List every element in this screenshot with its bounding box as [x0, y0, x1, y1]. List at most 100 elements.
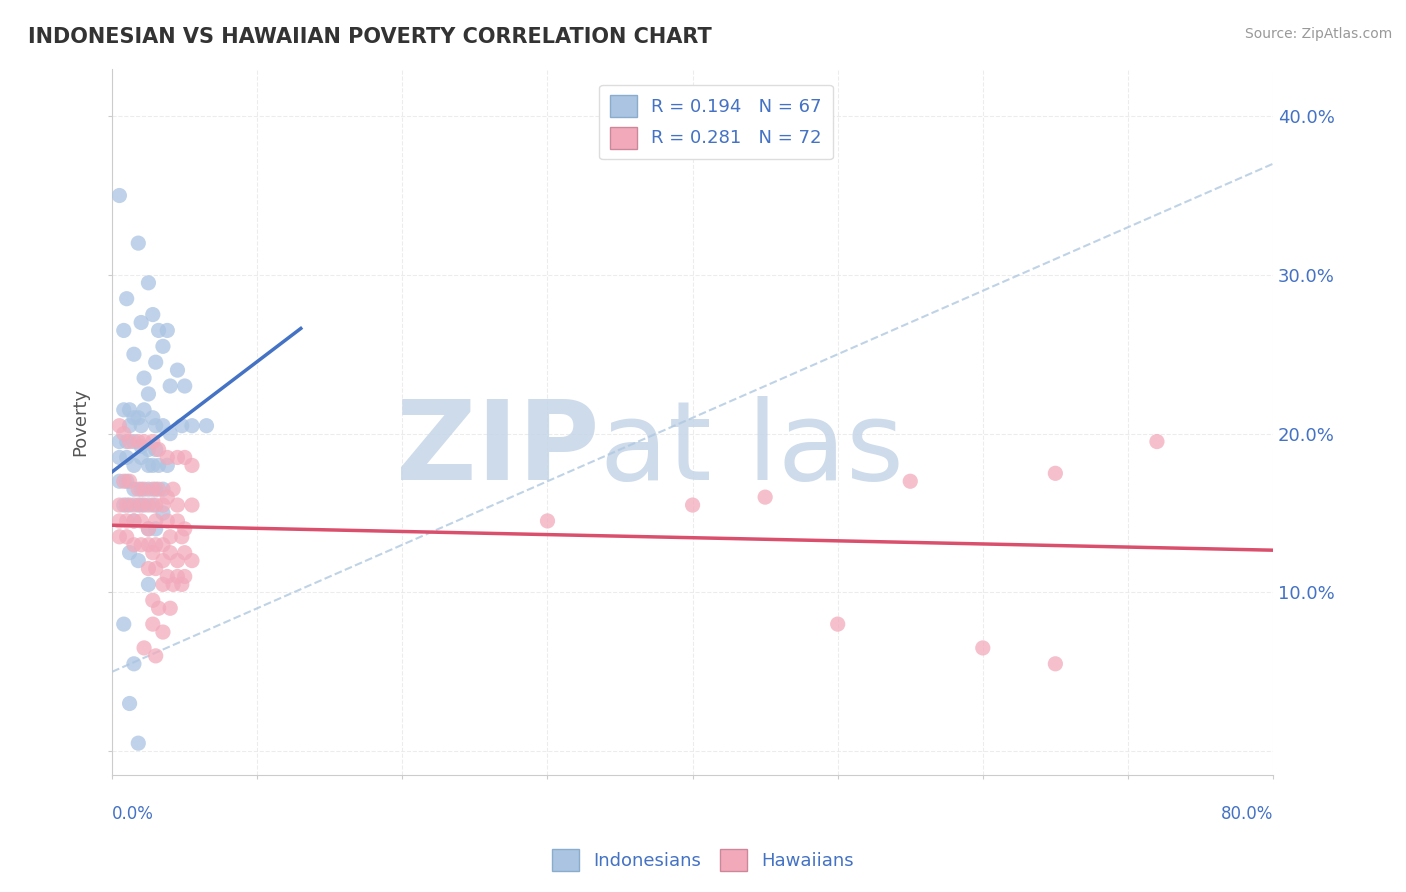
- Point: [148, 442, 170, 457]
- Point: [112, 475, 135, 489]
- Point: [159, 546, 181, 560]
- Point: [132, 482, 155, 496]
- Point: [108, 188, 131, 202]
- Point: [152, 498, 174, 512]
- Point: [173, 546, 195, 560]
- Point: [122, 514, 145, 528]
- Point: [195, 418, 218, 433]
- Point: [127, 434, 149, 449]
- Point: [122, 514, 145, 528]
- Point: [129, 538, 152, 552]
- Point: [129, 482, 152, 496]
- Point: [145, 561, 167, 575]
- Point: [148, 601, 170, 615]
- Point: [122, 347, 145, 361]
- Point: [129, 316, 152, 330]
- Point: [159, 379, 181, 393]
- Point: [129, 514, 152, 528]
- Point: [132, 640, 155, 655]
- Point: [156, 514, 179, 528]
- Point: [122, 482, 145, 496]
- Y-axis label: Poverty: Poverty: [72, 388, 89, 456]
- Point: [108, 434, 131, 449]
- Point: [127, 236, 149, 251]
- Point: [108, 475, 131, 489]
- Point: [142, 458, 165, 473]
- Text: INDONESIAN VS HAWAIIAN POVERTY CORRELATION CHART: INDONESIAN VS HAWAIIAN POVERTY CORRELATI…: [28, 27, 711, 46]
- Point: [127, 736, 149, 750]
- Point: [162, 577, 184, 591]
- Point: [145, 514, 167, 528]
- Point: [152, 553, 174, 567]
- Point: [112, 402, 135, 417]
- Point: [682, 498, 704, 512]
- Point: [1045, 657, 1067, 671]
- Text: 0.0%: 0.0%: [112, 805, 155, 823]
- Point: [115, 450, 138, 465]
- Point: [122, 657, 145, 671]
- Point: [138, 538, 160, 552]
- Point: [132, 371, 155, 385]
- Point: [138, 482, 160, 496]
- Point: [159, 601, 181, 615]
- Point: [118, 402, 141, 417]
- Point: [118, 546, 141, 560]
- Point: [1146, 434, 1168, 449]
- Text: 80.0%: 80.0%: [1220, 805, 1272, 823]
- Point: [129, 498, 152, 512]
- Point: [115, 514, 138, 528]
- Point: [156, 323, 179, 337]
- Point: [152, 506, 174, 520]
- Point: [166, 498, 188, 512]
- Text: at las: at las: [600, 396, 904, 503]
- Point: [108, 418, 131, 433]
- Point: [170, 577, 193, 591]
- Point: [181, 458, 204, 473]
- Point: [115, 475, 138, 489]
- Point: [159, 426, 181, 441]
- Point: [127, 498, 149, 512]
- Point: [152, 625, 174, 640]
- Point: [127, 553, 149, 567]
- Point: [145, 355, 167, 369]
- Point: [108, 514, 131, 528]
- Point: [108, 498, 131, 512]
- Point: [148, 458, 170, 473]
- Point: [166, 450, 188, 465]
- Point: [156, 490, 179, 504]
- Point: [145, 522, 167, 536]
- Point: [166, 569, 188, 583]
- Point: [145, 442, 167, 457]
- Point: [156, 458, 179, 473]
- Point: [138, 522, 160, 536]
- Point: [129, 439, 152, 453]
- Point: [152, 339, 174, 353]
- Point: [142, 498, 165, 512]
- Point: [138, 561, 160, 575]
- Point: [145, 418, 167, 433]
- Point: [142, 434, 165, 449]
- Point: [142, 482, 165, 496]
- Point: [148, 482, 170, 496]
- Point: [181, 418, 204, 433]
- Point: [173, 569, 195, 583]
- Point: [115, 498, 138, 512]
- Point: [132, 498, 155, 512]
- Point: [898, 475, 921, 489]
- Point: [142, 617, 165, 632]
- Point: [145, 538, 167, 552]
- Point: [122, 410, 145, 425]
- Point: [173, 522, 195, 536]
- Point: [152, 577, 174, 591]
- Point: [112, 323, 135, 337]
- Point: [142, 593, 165, 607]
- Point: [156, 569, 179, 583]
- Point: [173, 379, 195, 393]
- Text: Source: ZipAtlas.com: Source: ZipAtlas.com: [1244, 27, 1392, 41]
- Point: [170, 530, 193, 544]
- Point: [145, 648, 167, 663]
- Point: [118, 498, 141, 512]
- Point: [112, 426, 135, 441]
- Point: [145, 498, 167, 512]
- Point: [138, 387, 160, 401]
